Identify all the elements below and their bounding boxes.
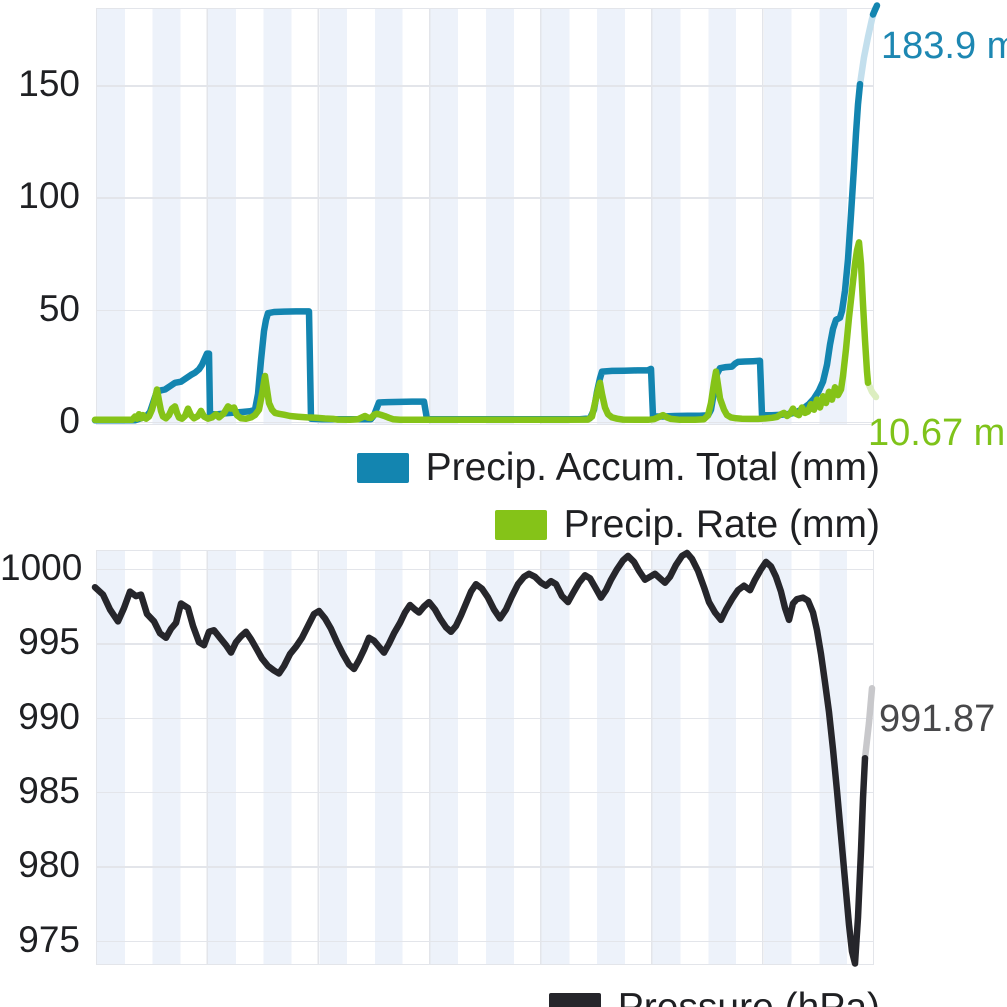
- h-gridline: [97, 309, 873, 312]
- y-axis-tick-label: 0: [59, 399, 80, 441]
- y-axis-tick-label: 150: [18, 63, 80, 105]
- precip-accum-current-value-label: 183.9 m: [881, 25, 1007, 67]
- y-axis-tick-label: 990: [18, 695, 80, 737]
- y-axis-tick-label: 995: [18, 621, 80, 663]
- y-axis-tick-label: 1000: [0, 546, 83, 588]
- h-gridline: [97, 866, 873, 868]
- y-axis-tick-label: 985: [18, 769, 80, 811]
- h-gridline: [97, 717, 873, 720]
- pressure-legend-label: Pressure (hPa): [618, 986, 880, 1007]
- h-gridline: [97, 421, 873, 424]
- legend-precip-accum: Precip. Accum. Total (mm): [356, 446, 880, 489]
- precip-accum-legend-swatch: [356, 452, 409, 483]
- precip-rate-legend-label: Precip. Rate (mm): [563, 503, 880, 546]
- y-axis-tick-label: 975: [18, 918, 80, 960]
- h-gridline: [97, 568, 873, 571]
- precip-chart-plot-area[interactable]: [96, 8, 874, 425]
- legend-precip-rate: Precip. Rate (mm): [494, 503, 880, 546]
- precip-rate-current-value-label: 10.67 m: [868, 412, 1006, 454]
- h-gridline: [97, 85, 873, 87]
- legend-pressure: Pressure (hPa): [548, 986, 880, 1007]
- h-gridline: [97, 940, 873, 943]
- h-gridline: [97, 643, 873, 645]
- y-axis-tick-label: 50: [38, 287, 80, 329]
- pressure-current-value-label: 991.87 h: [879, 698, 1007, 740]
- y-axis-tick-label: 100: [18, 175, 80, 217]
- precip-accum-legend-label: Precip. Accum. Total (mm): [425, 446, 880, 489]
- precip-rate-legend-swatch: [494, 509, 547, 540]
- pressure-chart-plot-area[interactable]: [96, 550, 874, 965]
- h-gridline: [97, 791, 873, 794]
- y-axis-tick-label: 980: [18, 844, 80, 886]
- pressure-legend-swatch: [548, 992, 601, 1007]
- h-gridline: [97, 197, 873, 199]
